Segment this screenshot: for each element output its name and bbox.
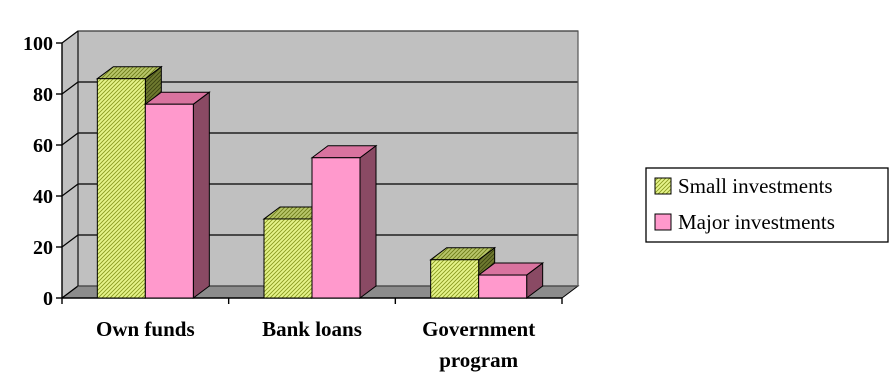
bar-front [311,157,361,299]
legend-label-major-investments: Major investments [678,210,835,234]
y-tick-label: 0 [43,288,53,310]
bar-front [430,259,480,299]
x-tick-label: Own funds [96,317,195,341]
bar-major-investments [310,144,378,299]
bar-front [144,103,194,299]
bar-front [263,218,313,299]
y-tick-label: 80 [33,84,53,106]
y-tick-label: 40 [33,186,53,208]
legend-label-small-investments: Small investments [678,174,833,198]
x-tick-label: Bank loans [262,317,362,341]
bar-front [96,78,146,299]
legend-swatch-small-investments [654,177,672,195]
bar-major-investments [477,262,545,299]
legend-swatch-major-investments [654,213,672,231]
y-tick-label: 20 [33,237,53,259]
y-tick-label: 60 [33,135,53,157]
legend: Small investments Major investments [645,167,889,243]
bars [95,65,545,299]
x-tick-label: Government program [422,317,535,372]
category-axis: Own funds Bank loans Government program [61,298,563,372]
bar-side [359,144,377,299]
bar-front [478,274,528,299]
bar-side [192,91,210,299]
legend-box [645,167,889,243]
y-tick-label: 100 [23,33,53,55]
bar-major-investments [143,91,211,299]
